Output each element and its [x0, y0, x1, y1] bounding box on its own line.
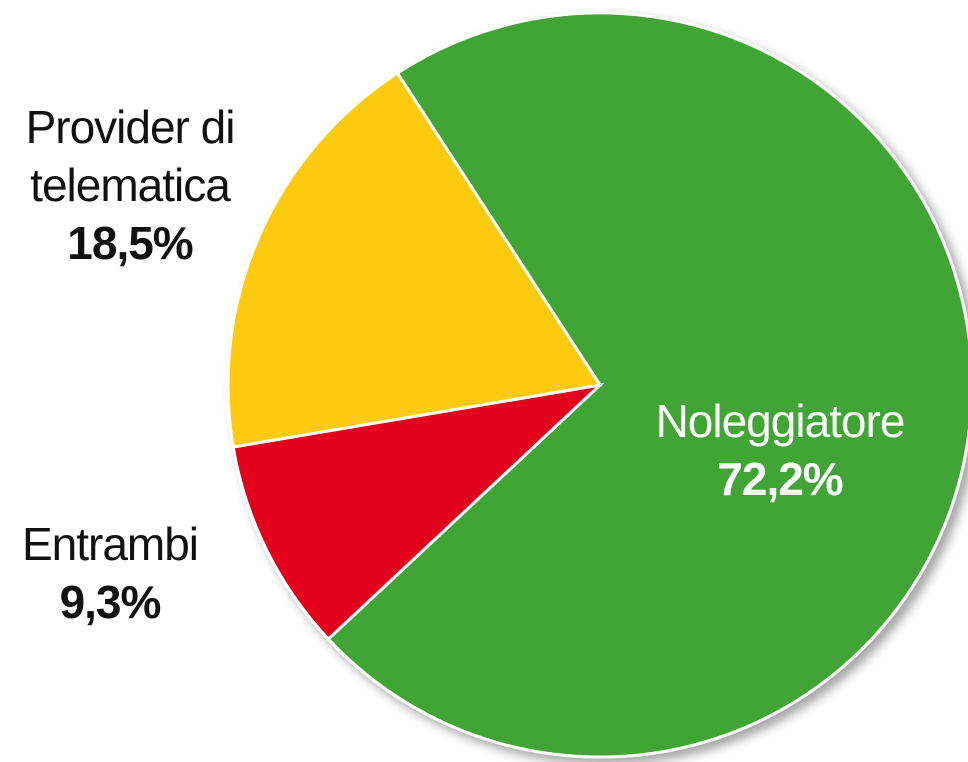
slice-label: Noleggiatore 72,2%	[620, 392, 940, 508]
value-label: 72,2%	[717, 453, 843, 505]
category-label: Noleggiatore	[655, 395, 906, 447]
category-label: Entrambi	[21, 518, 199, 570]
slice-label: Entrambi 9,3%	[0, 515, 220, 631]
value-label: 9,3%	[59, 576, 162, 628]
slice-label: Provider di telematica 18,5%	[0, 98, 260, 272]
pie-slice	[226, 70, 603, 449]
pie	[226, 11, 968, 759]
category-label: Provider di telematica	[25, 101, 236, 211]
value-label: 18,5%	[67, 217, 193, 269]
pie-slice	[326, 11, 968, 759]
pie-slice	[231, 382, 605, 642]
